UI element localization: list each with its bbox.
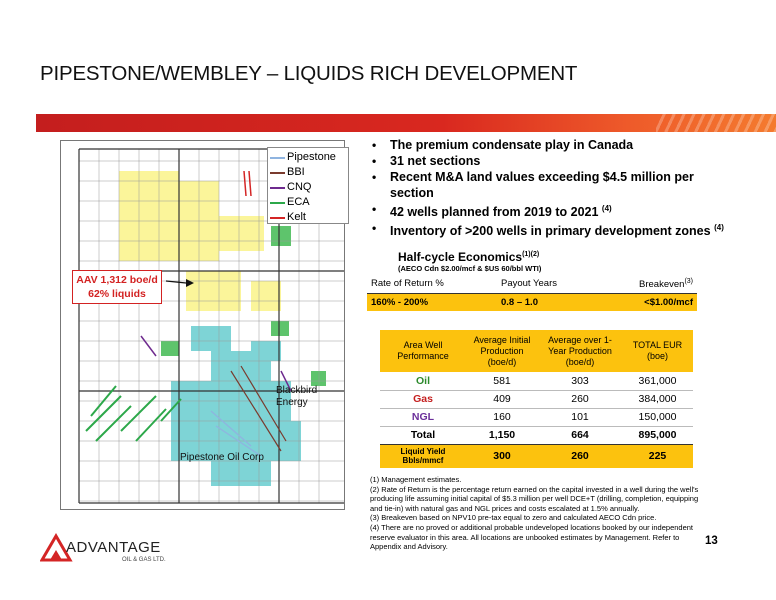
bullet-item: Recent M&A land values exceeding $4.5 mi… <box>368 169 728 201</box>
header-accent-bar <box>36 114 776 132</box>
cell-year: 260 <box>538 444 622 468</box>
header-eur: TOTAL EUR (boe) <box>622 330 693 372</box>
legend-label: Kelt <box>287 211 306 223</box>
legend-swatch-cnq <box>270 186 285 189</box>
cell-eur: 384,000 <box>622 390 693 409</box>
legend-label: Pipestone <box>287 151 336 163</box>
row-label-oil: Oil <box>380 372 466 391</box>
half-cycle-title: Half-cycle Economics(1)(2) <box>398 250 539 264</box>
cell-eur: 895,000 <box>622 426 693 445</box>
header-initial: Average Initial Production (boe/d) <box>466 330 538 372</box>
cell-year: 101 <box>538 408 622 427</box>
cell-initial: 160 <box>466 408 538 427</box>
half-cycle-table: Rate of Return % Payout Years Breakeven(… <box>367 275 697 311</box>
page-number: 13 <box>705 535 718 547</box>
header-ror: Rate of Return % <box>367 275 497 294</box>
bullet-text: Recent M&A land values exceeding $4.5 mi… <box>390 170 694 200</box>
half-cycle-subtitle: (AECO Cdn $2.00/mcf & $US 60/bbl WTI) <box>398 264 542 273</box>
header-payout: Payout Years <box>497 275 607 294</box>
table-row: NGL 160 101 150,000 <box>380 408 693 427</box>
cell-initial: 409 <box>466 390 538 409</box>
bullet-text: 31 net sections <box>390 154 481 168</box>
advantage-logo: ADVANTAGE OIL & GAS LTD. <box>39 530 170 570</box>
callout-line2: 62% liquids <box>88 288 146 300</box>
legend-item: CNQ <box>270 180 348 195</box>
cell-year: 303 <box>538 372 622 391</box>
cell-eur: 150,000 <box>622 408 693 427</box>
legend-label: BBI <box>287 166 305 178</box>
half-cycle-footnote-ref: (1)(2) <box>522 251 540 258</box>
footnote-2: (2) Rate of Return is the percentage ret… <box>370 484 699 513</box>
header-breakeven-text: Breakeven <box>639 278 685 290</box>
legend-item: ECA <box>270 195 348 210</box>
row-label-gas: Gas <box>380 390 466 409</box>
cell-payout: 0.8 – 1.0 <box>497 293 607 311</box>
cell-year: 664 <box>538 426 622 445</box>
footnote-1: (1) Management estimates. <box>370 475 462 484</box>
cell-eur: 361,000 <box>622 372 693 391</box>
bullet-item: Inventory of >200 wells in primary devel… <box>368 220 728 239</box>
page-title: PIPESTONE/WEMBLEY – LIQUIDS RICH DEVELOP… <box>40 62 578 85</box>
cell-initial: 300 <box>466 444 538 468</box>
key-points-list: The premium condensate play in Canada 31… <box>368 137 728 239</box>
map-legend: Pipestone BBI CNQ ECA Kelt <box>267 147 349 224</box>
legend-swatch-kelt <box>270 216 285 219</box>
bullet-item: The premium condensate play in Canada <box>368 137 728 153</box>
bullet-footnote-ref: (4) <box>714 223 724 233</box>
footnote-3: (3) Breakeven based on NPV10 pre-tax equ… <box>370 513 657 523</box>
cell-initial: 1,150 <box>466 426 538 445</box>
cell-year: 260 <box>538 390 622 409</box>
logo-subtitle: OIL & GAS LTD. <box>122 557 166 563</box>
legend-swatch-eca <box>270 201 285 204</box>
bullet-text: The premium condensate play in Canada <box>390 138 634 152</box>
bar-hatch-pattern <box>656 114 776 132</box>
row-label-ngl: NGL <box>380 408 466 427</box>
table-liquid-yield-row: Liquid Yield Bbls/mmcf 300 260 225 <box>380 444 693 468</box>
bullet-footnote-ref: (4) <box>601 204 612 213</box>
well-performance-table: Area Well Performance Average Initial Pr… <box>380 330 693 468</box>
header-breakeven: Breakeven(3) <box>607 275 697 294</box>
row-label-total: Total <box>380 426 466 445</box>
table-header-row: Area Well Performance Average Initial Pr… <box>380 330 693 372</box>
callout-line1: AAV 1,312 boe/d <box>76 274 158 286</box>
cell-initial: 581 <box>466 372 538 391</box>
table-header-row: Rate of Return % Payout Years Breakeven(… <box>367 275 697 294</box>
bullet-item: 42 wells planned from 2019 to 2021 (4) <box>368 201 728 220</box>
legend-swatch-pipestone <box>270 156 285 159</box>
half-cycle-title-text: Half-cycle Economics <box>398 250 523 264</box>
bullet-item: 31 net sections <box>368 153 728 169</box>
row-label-liquid-yield: Liquid Yield Bbls/mmcf <box>380 444 466 468</box>
bullet-text: Inventory of >200 wells in primary devel… <box>390 224 711 239</box>
legend-item: BBI <box>270 165 348 180</box>
blackbird-line2: Energy <box>276 397 308 408</box>
table-row: Oil 581 303 361,000 <box>380 372 693 391</box>
aav-callout: AAV 1,312 boe/d 62% liquids <box>72 270 162 304</box>
land-map-graphic <box>78 148 344 504</box>
bullet-text: 42 wells planned from 2019 to 2021 <box>390 205 599 220</box>
header-year: Average over 1-Year Production (boe/d) <box>538 330 622 372</box>
breakeven-footnote-ref: (3) <box>684 277 693 285</box>
table-row: 160% - 200% 0.8 – 1.0 <$1.00/mcf <box>367 293 697 311</box>
map-label-pipestone: Pipestone Oil Corp <box>180 452 264 463</box>
map-label-blackbird: Blackbird Energy <box>276 385 317 409</box>
legend-swatch-bbi <box>270 171 285 174</box>
footnotes: (1) Management estimates. (2) Rate of Re… <box>370 475 700 552</box>
legend-item: Pipestone <box>270 150 348 165</box>
legend-label: CNQ <box>287 181 312 193</box>
logo-wordmark: ADVANTAGE <box>66 539 161 556</box>
header-area: Area Well Performance <box>380 330 466 372</box>
legend-item: Kelt <box>270 210 348 225</box>
table-total-row: Total 1,150 664 895,000 <box>380 426 693 445</box>
footnote-4: (4) There are no proved or additional pr… <box>370 522 694 552</box>
cell-eur: 225 <box>622 444 693 468</box>
blackbird-line1: Blackbird <box>276 385 318 396</box>
cell-ror: 160% - 200% <box>367 293 497 311</box>
cell-breakeven: <$1.00/mcf <box>607 293 697 311</box>
legend-label: ECA <box>287 196 310 208</box>
table-row: Gas 409 260 384,000 <box>380 390 693 409</box>
advantage-logo-mark <box>39 533 73 562</box>
